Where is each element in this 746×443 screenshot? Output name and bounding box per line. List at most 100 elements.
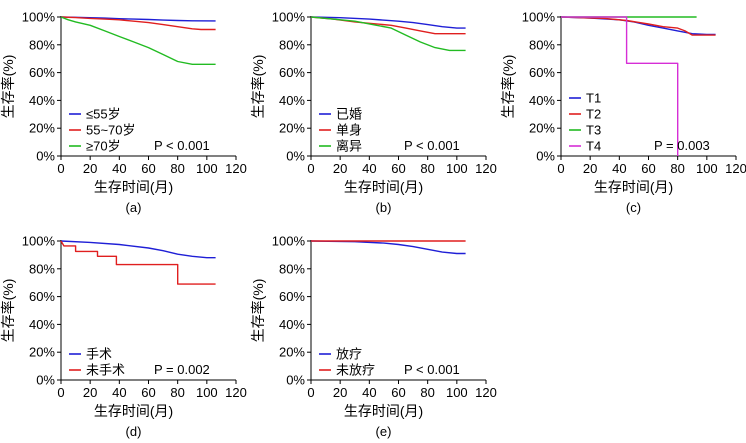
y-tick-label: 40% xyxy=(29,317,55,332)
x-tick-label: 100 xyxy=(446,161,468,176)
x-tick-label: 40 xyxy=(362,385,376,400)
x-tick-label: 120 xyxy=(475,161,497,176)
x-tick-label: 120 xyxy=(475,385,497,400)
y-tick-label: 60% xyxy=(529,65,555,80)
x-axis-title: 生存时间(月) xyxy=(344,403,423,419)
x-tick-label: 40 xyxy=(612,161,626,176)
y-axis-title: 生存率(%) xyxy=(500,55,516,119)
y-tick-label: 0% xyxy=(536,149,555,164)
series-line-1 xyxy=(60,240,216,259)
y-tick-label: 60% xyxy=(279,65,305,80)
p-value: P < 0.001 xyxy=(154,138,210,153)
y-tick-label: 100% xyxy=(22,10,56,25)
panel-c: 0 20 40 60 80 100 120 0% 20% 40% 60% 80% 100% 生存时间(月)… xyxy=(500,10,746,216)
y-tick-label: 20% xyxy=(529,121,555,136)
y-tick-label: 0% xyxy=(286,149,305,164)
y-tick-label: 60% xyxy=(279,289,305,304)
series-line-3 xyxy=(60,16,216,65)
y-tick-label: 80% xyxy=(279,261,305,276)
y-tick-label: 0% xyxy=(36,149,55,164)
series-line-2 xyxy=(560,16,716,36)
x-tick-label: 20 xyxy=(83,385,97,400)
x-tick-label: 20 xyxy=(83,161,97,176)
legend-label: T4 xyxy=(586,139,601,154)
legend-label: 单身 xyxy=(336,123,362,138)
panel-d: 0 20 40 60 80 100 120 0% 20% 40% 60% 80% 100% 生存时间(月)… xyxy=(0,234,247,440)
panel-e: 0 20 40 60 80 100 120 0% 20% 40% 60% 80% 100% 生存时间(月)… xyxy=(250,234,497,440)
series-line-1 xyxy=(310,16,466,29)
y-tick-label: 80% xyxy=(529,37,555,52)
x-tick-label: 40 xyxy=(112,385,126,400)
y-tick-label: 100% xyxy=(272,234,306,249)
y-tick-label: 100% xyxy=(522,10,556,25)
y-tick-label: 20% xyxy=(29,345,55,360)
legend-label: 55~70岁 xyxy=(86,123,136,138)
y-tick-label: 60% xyxy=(29,65,55,80)
x-tick-label: 60 xyxy=(391,385,405,400)
x-tick-label: 0 xyxy=(557,161,564,176)
y-tick-label: 100% xyxy=(22,234,56,249)
x-tick-label: 0 xyxy=(57,161,64,176)
legend-label: 已婚 xyxy=(336,107,362,122)
x-tick-label: 40 xyxy=(112,161,126,176)
series-line-3 xyxy=(310,16,466,52)
y-tick-label: 40% xyxy=(279,317,305,332)
y-axis-title: 生存率(%) xyxy=(0,279,16,343)
p-value: P = 0.003 xyxy=(654,138,710,153)
y-tick-label: 100% xyxy=(272,10,306,25)
panel-label: (a) xyxy=(126,200,142,215)
x-axis-title: 生存时间(月) xyxy=(94,179,173,195)
x-tick-label: 20 xyxy=(333,385,347,400)
x-tick-label: 100 xyxy=(446,385,468,400)
legend-label: T2 xyxy=(586,107,601,122)
p-value: P < 0.001 xyxy=(404,362,460,377)
x-tick-label: 80 xyxy=(170,385,184,400)
y-tick-label: 0% xyxy=(36,373,55,388)
panel-label: (b) xyxy=(376,200,392,215)
x-tick-label: 80 xyxy=(420,385,434,400)
x-axis-title: 生存时间(月) xyxy=(344,179,423,195)
x-tick-label: 0 xyxy=(307,161,314,176)
y-tick-label: 20% xyxy=(279,345,305,360)
series-line-2 xyxy=(60,16,216,31)
legend-label: ≤55岁 xyxy=(86,107,121,122)
x-tick-label: 20 xyxy=(583,161,597,176)
x-tick-label: 100 xyxy=(196,161,218,176)
series-line-2 xyxy=(60,240,216,285)
p-value: P < 0.001 xyxy=(404,138,460,153)
y-axis-title: 生存率(%) xyxy=(0,55,16,119)
x-tick-label: 100 xyxy=(196,385,218,400)
x-tick-label: 20 xyxy=(333,161,347,176)
x-tick-label: 100 xyxy=(696,161,718,176)
legend-label: ≥70岁 xyxy=(86,139,121,154)
legend-label: 未放疗 xyxy=(336,363,375,378)
legend-label: 手术 xyxy=(86,347,112,362)
x-tick-label: 60 xyxy=(391,161,405,176)
x-tick-label: 80 xyxy=(170,161,184,176)
y-tick-label: 80% xyxy=(279,37,305,52)
x-tick-label: 40 xyxy=(362,161,376,176)
x-tick-label: 120 xyxy=(225,385,247,400)
x-axis-title: 生存时间(月) xyxy=(94,403,173,419)
x-tick-label: 120 xyxy=(725,161,746,176)
y-tick-label: 80% xyxy=(29,37,55,52)
y-axis-title: 生存率(%) xyxy=(250,279,266,343)
legend-label: 离异 xyxy=(336,139,362,154)
series-line-1 xyxy=(310,240,466,255)
x-tick-label: 0 xyxy=(57,385,64,400)
y-tick-label: 0% xyxy=(286,373,305,388)
panel-label: (d) xyxy=(126,424,142,439)
x-tick-label: 120 xyxy=(225,161,247,176)
x-axis-title: 生存时间(月) xyxy=(594,179,673,195)
x-tick-label: 60 xyxy=(141,385,155,400)
x-tick-label: 60 xyxy=(641,161,655,176)
y-tick-label: 20% xyxy=(29,121,55,136)
p-value: P = 0.002 xyxy=(154,362,210,377)
series-line-4 xyxy=(561,16,679,156)
legend-label: 未手术 xyxy=(86,363,125,378)
panel-label: (e) xyxy=(376,424,392,439)
legend-label: T3 xyxy=(586,123,601,138)
series-line-1 xyxy=(560,16,716,36)
y-tick-label: 40% xyxy=(529,93,555,108)
